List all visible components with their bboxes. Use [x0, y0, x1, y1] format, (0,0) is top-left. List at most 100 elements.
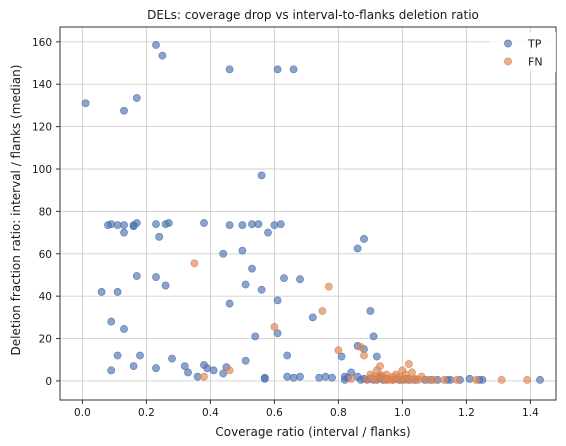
- point-tp: [152, 41, 160, 49]
- point-tp: [107, 220, 116, 228]
- point-tp: [273, 296, 282, 305]
- point-tp: [132, 219, 141, 227]
- point-tp: [136, 351, 144, 360]
- point-tp: [315, 373, 324, 382]
- point-fn: [452, 375, 461, 384]
- point-tp: [168, 354, 176, 363]
- y-axis-label: Deletion fraction ratio: interval / flan…: [9, 65, 23, 356]
- point-tp: [238, 221, 247, 230]
- y-tick-label: 140: [32, 79, 52, 91]
- point-tp: [308, 313, 317, 322]
- point-tp: [366, 307, 375, 315]
- point-fn: [404, 360, 413, 368]
- point-tp: [152, 273, 160, 281]
- point-tp: [296, 372, 304, 381]
- point-tp: [164, 219, 173, 227]
- point-tp: [254, 220, 263, 228]
- point-tp: [280, 274, 288, 283]
- point-tp: [283, 372, 292, 381]
- legend: TP FN: [490, 32, 556, 72]
- point-fn: [270, 322, 279, 331]
- point-tp: [120, 221, 128, 230]
- x-tick-label: 0.0: [74, 407, 91, 419]
- point-tp: [113, 288, 122, 296]
- point-tp: [120, 228, 128, 237]
- point-tp: [225, 299, 234, 308]
- point-tp: [289, 65, 298, 74]
- point-tp: [203, 364, 212, 373]
- point-tp: [241, 356, 250, 365]
- point-fn: [360, 351, 368, 360]
- point-tp: [289, 373, 298, 382]
- plot-frame: [59, 26, 557, 401]
- point-fn: [408, 368, 416, 377]
- point-fn: [430, 375, 439, 384]
- y-tick-label: 160: [32, 37, 52, 49]
- point-tp: [257, 285, 266, 294]
- point-tp: [184, 368, 192, 377]
- chart-title: DELs: coverage drop vs interval-to-flank…: [147, 8, 479, 22]
- point-tp: [161, 281, 170, 290]
- point-fn: [356, 343, 365, 351]
- x-tick-label: 0.8: [330, 407, 347, 419]
- point-tp: [107, 317, 116, 326]
- y-tick-label: 40: [39, 291, 52, 303]
- point-tp: [283, 351, 292, 360]
- y-tick-label: 20: [39, 334, 52, 346]
- point-tp: [132, 94, 141, 102]
- point-tp: [465, 374, 474, 383]
- x-tick-label: 0.2: [138, 407, 155, 419]
- point-tp: [321, 372, 330, 381]
- point-tp: [251, 332, 260, 341]
- point-tp: [155, 232, 164, 241]
- y-tick-label: 80: [39, 206, 52, 218]
- point-fn: [334, 346, 343, 355]
- point-tp: [257, 171, 266, 180]
- point-fn: [523, 375, 532, 384]
- y-tick-label: 0: [45, 376, 52, 388]
- point-tp: [536, 375, 544, 384]
- x-tick-label: 1.2: [458, 407, 475, 419]
- y-tick-label: 120: [32, 122, 52, 134]
- point-tp: [129, 362, 138, 370]
- point-tp: [158, 51, 167, 60]
- axis-ticks: 0.0 0.2 0.4 0.6 0.8 1.0 1.2 1.4 0 20 40 60 80 100 120 1…: [32, 37, 539, 419]
- x-tick-label: 0.4: [202, 407, 219, 419]
- point-tp: [328, 373, 336, 382]
- point-fn: [440, 375, 448, 384]
- point-tp: [200, 219, 208, 227]
- legend-box: [490, 32, 556, 72]
- point-tp: [120, 325, 128, 333]
- point-tp: [276, 220, 285, 228]
- point-tp: [120, 106, 128, 115]
- x-tick-label: 0.6: [266, 407, 283, 419]
- point-tp: [296, 275, 304, 284]
- point-tp: [353, 244, 362, 253]
- point-tp: [270, 221, 279, 230]
- point-tp: [248, 264, 256, 273]
- point-tp: [264, 228, 272, 237]
- point-fn: [347, 374, 356, 383]
- point-tp: [372, 352, 381, 361]
- point-tp: [219, 369, 228, 378]
- legend-label-tp: TP: [527, 38, 542, 51]
- point-tp: [113, 351, 122, 360]
- grid-lines: [60, 27, 556, 400]
- x-tick-label: 1.4: [522, 407, 539, 419]
- point-tp: [260, 374, 269, 383]
- legend-marker-fn: [504, 57, 512, 66]
- point-tp: [241, 280, 250, 289]
- point-tp: [152, 220, 160, 228]
- point-fn: [472, 375, 480, 384]
- x-tick-label: 1.0: [394, 407, 411, 419]
- data-points: [81, 41, 544, 384]
- point-fn: [200, 372, 208, 381]
- point-fn: [417, 372, 426, 381]
- point-tp: [225, 221, 234, 230]
- point-tp: [219, 249, 228, 258]
- point-fn: [324, 282, 333, 291]
- y-tick-label: 100: [32, 164, 52, 176]
- x-axis-label: Coverage ratio (interval / flanks): [215, 425, 410, 439]
- legend-label-fn: FN: [528, 56, 543, 69]
